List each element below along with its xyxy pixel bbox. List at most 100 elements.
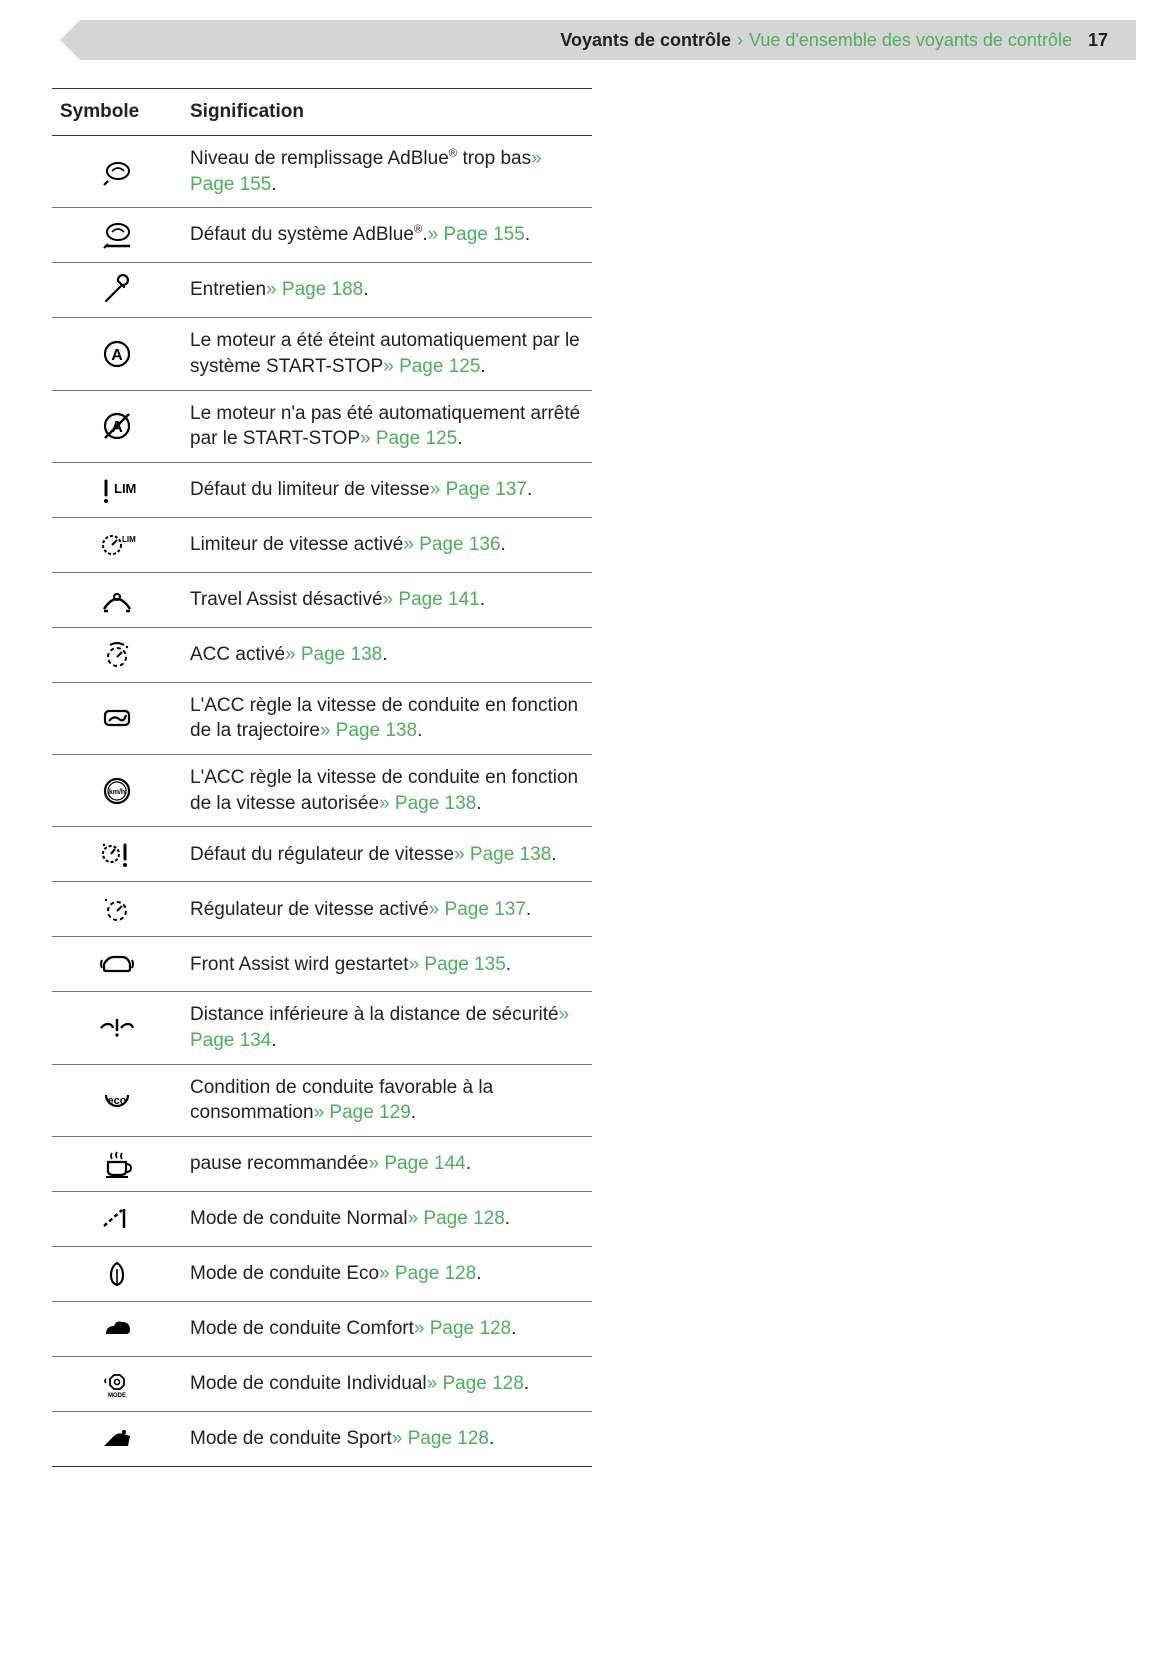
page-link[interactable]: » Page 137 <box>430 479 527 500</box>
symbol-cell <box>52 318 182 390</box>
page-link[interactable]: » Page 129 <box>314 1102 411 1123</box>
meaning-cell: Travel Assist désactivé» Page 141. <box>182 572 592 627</box>
symbol-cell <box>52 136 182 208</box>
adblue-fault-icon <box>97 218 137 252</box>
table-row: Travel Assist désactivé» Page 141. <box>52 572 592 627</box>
cruise-control-active-icon <box>97 892 137 926</box>
start-stop-on-icon <box>97 337 137 371</box>
page-link[interactable]: » Page 135 <box>409 954 506 975</box>
meaning-cell: L'ACC règle la vitesse de conduite en fo… <box>182 755 592 827</box>
page-link[interactable]: » Page 141 <box>383 589 480 610</box>
symbol-cell <box>52 882 182 937</box>
page-link[interactable]: » Page 138 <box>320 720 417 741</box>
table-row: Limiteur de vitesse activé» Page 136. <box>52 517 592 572</box>
eco-icon <box>97 1083 137 1117</box>
page-link[interactable]: » Page 128 <box>408 1208 505 1229</box>
col-header-meaning: Signification <box>182 89 592 136</box>
adblue-low-icon <box>97 155 137 189</box>
acc-route-icon <box>97 701 137 735</box>
meaning-text: pause recommandée <box>190 1153 369 1174</box>
meaning-text: ACC activé <box>190 644 285 665</box>
symbol-cell <box>52 572 182 627</box>
page-link[interactable]: » Page 128 <box>427 1373 524 1394</box>
meaning-cell: Mode de conduite Eco» Page 128. <box>182 1246 592 1301</box>
acc-speed-limit-icon <box>97 774 137 808</box>
meaning-text: Travel Assist désactivé <box>190 589 383 610</box>
meaning-text: Mode de conduite Normal <box>190 1208 408 1229</box>
meaning-cell: pause recommandée» Page 144. <box>182 1136 592 1191</box>
table-row: Mode de conduite Sport» Page 128. <box>52 1411 592 1466</box>
meaning-text-after: . <box>511 1318 516 1339</box>
mode-sport-icon <box>97 1422 137 1456</box>
page-number: 17 <box>1088 30 1108 51</box>
meaning-text: Limiteur de vitesse activé <box>190 534 403 555</box>
meaning-text-after: . <box>411 1102 416 1123</box>
meaning-text: Défaut du régulateur de vitesse <box>190 844 454 865</box>
meaning-cell: Condition de conduite favorable à la con… <box>182 1064 592 1136</box>
symbol-cell <box>52 627 182 682</box>
mode-normal-icon <box>97 1202 137 1236</box>
symbol-cell <box>52 992 182 1064</box>
meaning-text-after: . <box>271 1030 276 1051</box>
meaning-text-after: . <box>524 1373 529 1394</box>
meaning-text-after: . <box>363 279 368 300</box>
page-link[interactable]: » Page 128 <box>392 1428 489 1449</box>
table-row: Front Assist wird gestartet» Page 135. <box>52 937 592 992</box>
page-link[interactable]: » Page 128 <box>379 1263 476 1284</box>
acc-active-icon <box>97 638 137 672</box>
symbols-table: Symbole Signification Niveau de rempliss… <box>52 88 592 1467</box>
mode-eco-icon <box>97 1257 137 1291</box>
meaning-text-after: . <box>525 224 530 245</box>
page-link[interactable]: » Page 128 <box>414 1318 511 1339</box>
page-link[interactable]: » Page 138 <box>285 644 382 665</box>
page-link[interactable]: » Page 155 <box>428 224 525 245</box>
page-link[interactable]: » Page 125 <box>360 428 457 449</box>
page-link[interactable]: » Page 136 <box>403 534 500 555</box>
symbol-cell <box>52 208 182 263</box>
cruise-control-fault-icon <box>97 837 137 871</box>
table-row: Mode de conduite Individual» Page 128. <box>52 1356 592 1411</box>
table-row: Mode de conduite Normal» Page 128. <box>52 1191 592 1246</box>
meaning-cell: Limiteur de vitesse activé» Page 136. <box>182 517 592 572</box>
symbol-cell <box>52 390 182 462</box>
table-row: Défaut du système AdBlue®.» Page 155. <box>52 208 592 263</box>
meaning-text-after: . <box>506 954 511 975</box>
page-link[interactable]: » Page 137 <box>429 899 526 920</box>
registered-mark: ® <box>449 148 457 160</box>
meaning-text-after: . <box>526 899 531 920</box>
meaning-cell: Défaut du limiteur de vitesse» Page 137. <box>182 462 592 517</box>
page-link[interactable]: » Page 138 <box>454 844 551 865</box>
meaning-cell: Le moteur n'a pas été automatiquement ar… <box>182 390 592 462</box>
front-assist-icon <box>97 947 137 981</box>
meaning-text-after: . <box>271 174 276 195</box>
table-row: L'ACC règle la vitesse de conduite en fo… <box>52 755 592 827</box>
speed-limiter-fault-icon <box>97 473 137 507</box>
meaning-cell: Front Assist wird gestartet» Page 135. <box>182 937 592 992</box>
meaning-text-after: . <box>382 644 387 665</box>
page-link[interactable]: » Page 138 <box>379 793 476 814</box>
meaning-text-after: . <box>480 589 485 610</box>
symbol-cell <box>52 1136 182 1191</box>
table-row: Défaut du limiteur de vitesse» Page 137. <box>52 462 592 517</box>
meaning-text-after: . <box>466 1153 471 1174</box>
meaning-text-after: . <box>551 844 556 865</box>
meaning-text: Régulateur de vitesse activé <box>190 899 429 920</box>
symbol-cell <box>52 263 182 318</box>
meaning-text: Mode de conduite Comfort <box>190 1318 414 1339</box>
breadcrumb-separator: › <box>737 30 743 51</box>
meaning-cell: ACC activé» Page 138. <box>182 627 592 682</box>
meaning-cell: Mode de conduite Sport» Page 128. <box>182 1411 592 1466</box>
page-link[interactable]: » Page 125 <box>383 356 480 377</box>
table-row: Le moteur a été éteint automatiquement p… <box>52 318 592 390</box>
table-row: ACC activé» Page 138. <box>52 627 592 682</box>
mode-individual-icon <box>97 1367 137 1401</box>
symbol-cell <box>52 937 182 992</box>
table-row: Régulateur de vitesse activé» Page 137. <box>52 882 592 937</box>
symbol-cell <box>52 827 182 882</box>
travel-assist-off-icon <box>97 583 137 617</box>
coffee-icon <box>97 1147 137 1181</box>
meaning-cell: Distance inférieure à la distance de séc… <box>182 992 592 1064</box>
page-link[interactable]: » Page 144 <box>369 1153 466 1174</box>
meaning-text-after: . <box>501 534 506 555</box>
page-link[interactable]: » Page 188 <box>266 279 363 300</box>
